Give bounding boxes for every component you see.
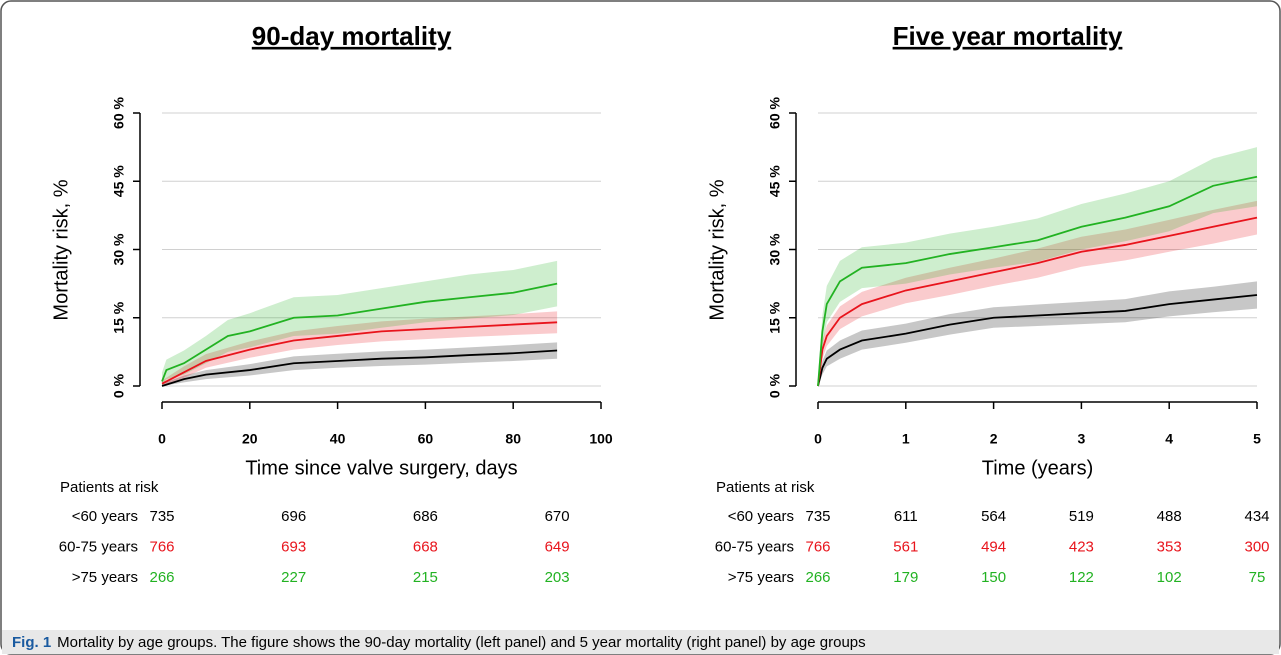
risk-count: 75 bbox=[1249, 569, 1266, 586]
risk-count: 668 bbox=[413, 538, 438, 555]
risk-row-label: >75 years bbox=[728, 569, 794, 586]
risk-count: 266 bbox=[149, 569, 174, 586]
risk-count: 519 bbox=[1069, 508, 1094, 525]
chart-title: Five year mortality bbox=[893, 21, 1123, 51]
survival-line bbox=[817, 175, 1258, 387]
risk-table-title: Patients at risk bbox=[716, 479, 815, 496]
risk-count: 488 bbox=[1157, 508, 1182, 525]
risk-count: 670 bbox=[545, 508, 570, 525]
caption-label: Fig. 1 bbox=[12, 634, 51, 651]
y-tick-label: 15 % bbox=[111, 301, 127, 333]
survival-line bbox=[817, 294, 1258, 387]
confidence-band bbox=[162, 260, 558, 386]
risk-count: 203 bbox=[545, 569, 570, 586]
y-tick-label: 45 % bbox=[111, 165, 127, 197]
y-tick-label: 45 % bbox=[767, 165, 783, 197]
caption-bar bbox=[2, 630, 1279, 654]
risk-row-label: >75 years bbox=[72, 569, 138, 586]
confidence-band bbox=[162, 311, 558, 386]
x-tick-label: 4 bbox=[1165, 431, 1173, 447]
risk-table-title: Patients at risk bbox=[60, 479, 159, 496]
x-tick-label: 2 bbox=[990, 431, 998, 447]
y-tick-label: 30 % bbox=[111, 233, 127, 265]
risk-count: 611 bbox=[894, 508, 918, 525]
risk-count: 179 bbox=[893, 569, 918, 586]
x-tick-label: 80 bbox=[505, 431, 521, 447]
y-tick-label: 60 % bbox=[111, 96, 127, 128]
x-tick-label: 100 bbox=[589, 431, 613, 447]
caption: Fig. 1 Mortality by age groups. The figur… bbox=[12, 634, 866, 651]
risk-count: 434 bbox=[1244, 508, 1269, 525]
risk-count: 686 bbox=[413, 508, 438, 525]
risk-count: 266 bbox=[805, 569, 830, 586]
survival-line bbox=[161, 282, 558, 382]
risk-count: 561 bbox=[893, 538, 918, 555]
risk-count: 102 bbox=[1157, 569, 1182, 586]
risk-count: 215 bbox=[413, 569, 438, 586]
risk-count: 150 bbox=[981, 569, 1006, 586]
x-tick-label: 60 bbox=[418, 431, 434, 447]
y-tick-label: 30 % bbox=[767, 233, 783, 265]
risk-row-label: <60 years bbox=[72, 508, 138, 525]
risk-count: 766 bbox=[149, 538, 174, 555]
y-axis-label: Mortality risk, % bbox=[706, 179, 728, 320]
chart-title: 90-day mortality bbox=[252, 21, 452, 51]
survival-line bbox=[161, 349, 558, 387]
risk-count: 227 bbox=[281, 569, 306, 586]
risk-row-label: 60-75 years bbox=[715, 538, 794, 555]
y-tick-label: 0 % bbox=[767, 373, 783, 398]
risk-count: 353 bbox=[1157, 538, 1182, 555]
y-tick-label: 15 % bbox=[767, 301, 783, 333]
risk-row-label: <60 years bbox=[728, 508, 794, 525]
risk-count: 766 bbox=[805, 538, 830, 555]
risk-count: 735 bbox=[805, 508, 830, 525]
x-tick-label: 0 bbox=[158, 431, 166, 447]
risk-count: 693 bbox=[281, 538, 306, 555]
x-tick-label: 0 bbox=[814, 431, 822, 447]
survival-line bbox=[161, 321, 558, 385]
risk-count: 300 bbox=[1244, 538, 1269, 555]
risk-count: 735 bbox=[149, 508, 174, 525]
y-tick-label: 60 % bbox=[767, 96, 783, 128]
risk-count: 122 bbox=[1069, 569, 1094, 586]
risk-count: 696 bbox=[281, 508, 306, 525]
risk-count: 564 bbox=[981, 508, 1006, 525]
confidence-band bbox=[162, 342, 558, 386]
risk-count: 423 bbox=[1069, 538, 1094, 555]
x-tick-label: 40 bbox=[330, 431, 346, 447]
confidence-band bbox=[818, 147, 1257, 386]
x-tick-label: 5 bbox=[1253, 431, 1261, 447]
x-tick-label: 1 bbox=[902, 431, 910, 447]
confidence-band bbox=[818, 200, 1257, 386]
x-axis-label: Time (years) bbox=[982, 457, 1093, 479]
risk-row-label: 60-75 years bbox=[59, 538, 138, 555]
caption-text: Mortality by age groups. The figure show… bbox=[57, 634, 865, 651]
x-axis-label: Time since valve surgery, days bbox=[245, 457, 517, 479]
y-tick-label: 0 % bbox=[111, 373, 127, 398]
y-axis-label: Mortality risk, % bbox=[50, 179, 72, 320]
risk-count: 494 bbox=[981, 538, 1006, 555]
x-tick-label: 3 bbox=[1078, 431, 1086, 447]
x-tick-label: 20 bbox=[242, 431, 258, 447]
survival-line bbox=[817, 216, 1258, 387]
risk-count: 649 bbox=[545, 538, 570, 555]
